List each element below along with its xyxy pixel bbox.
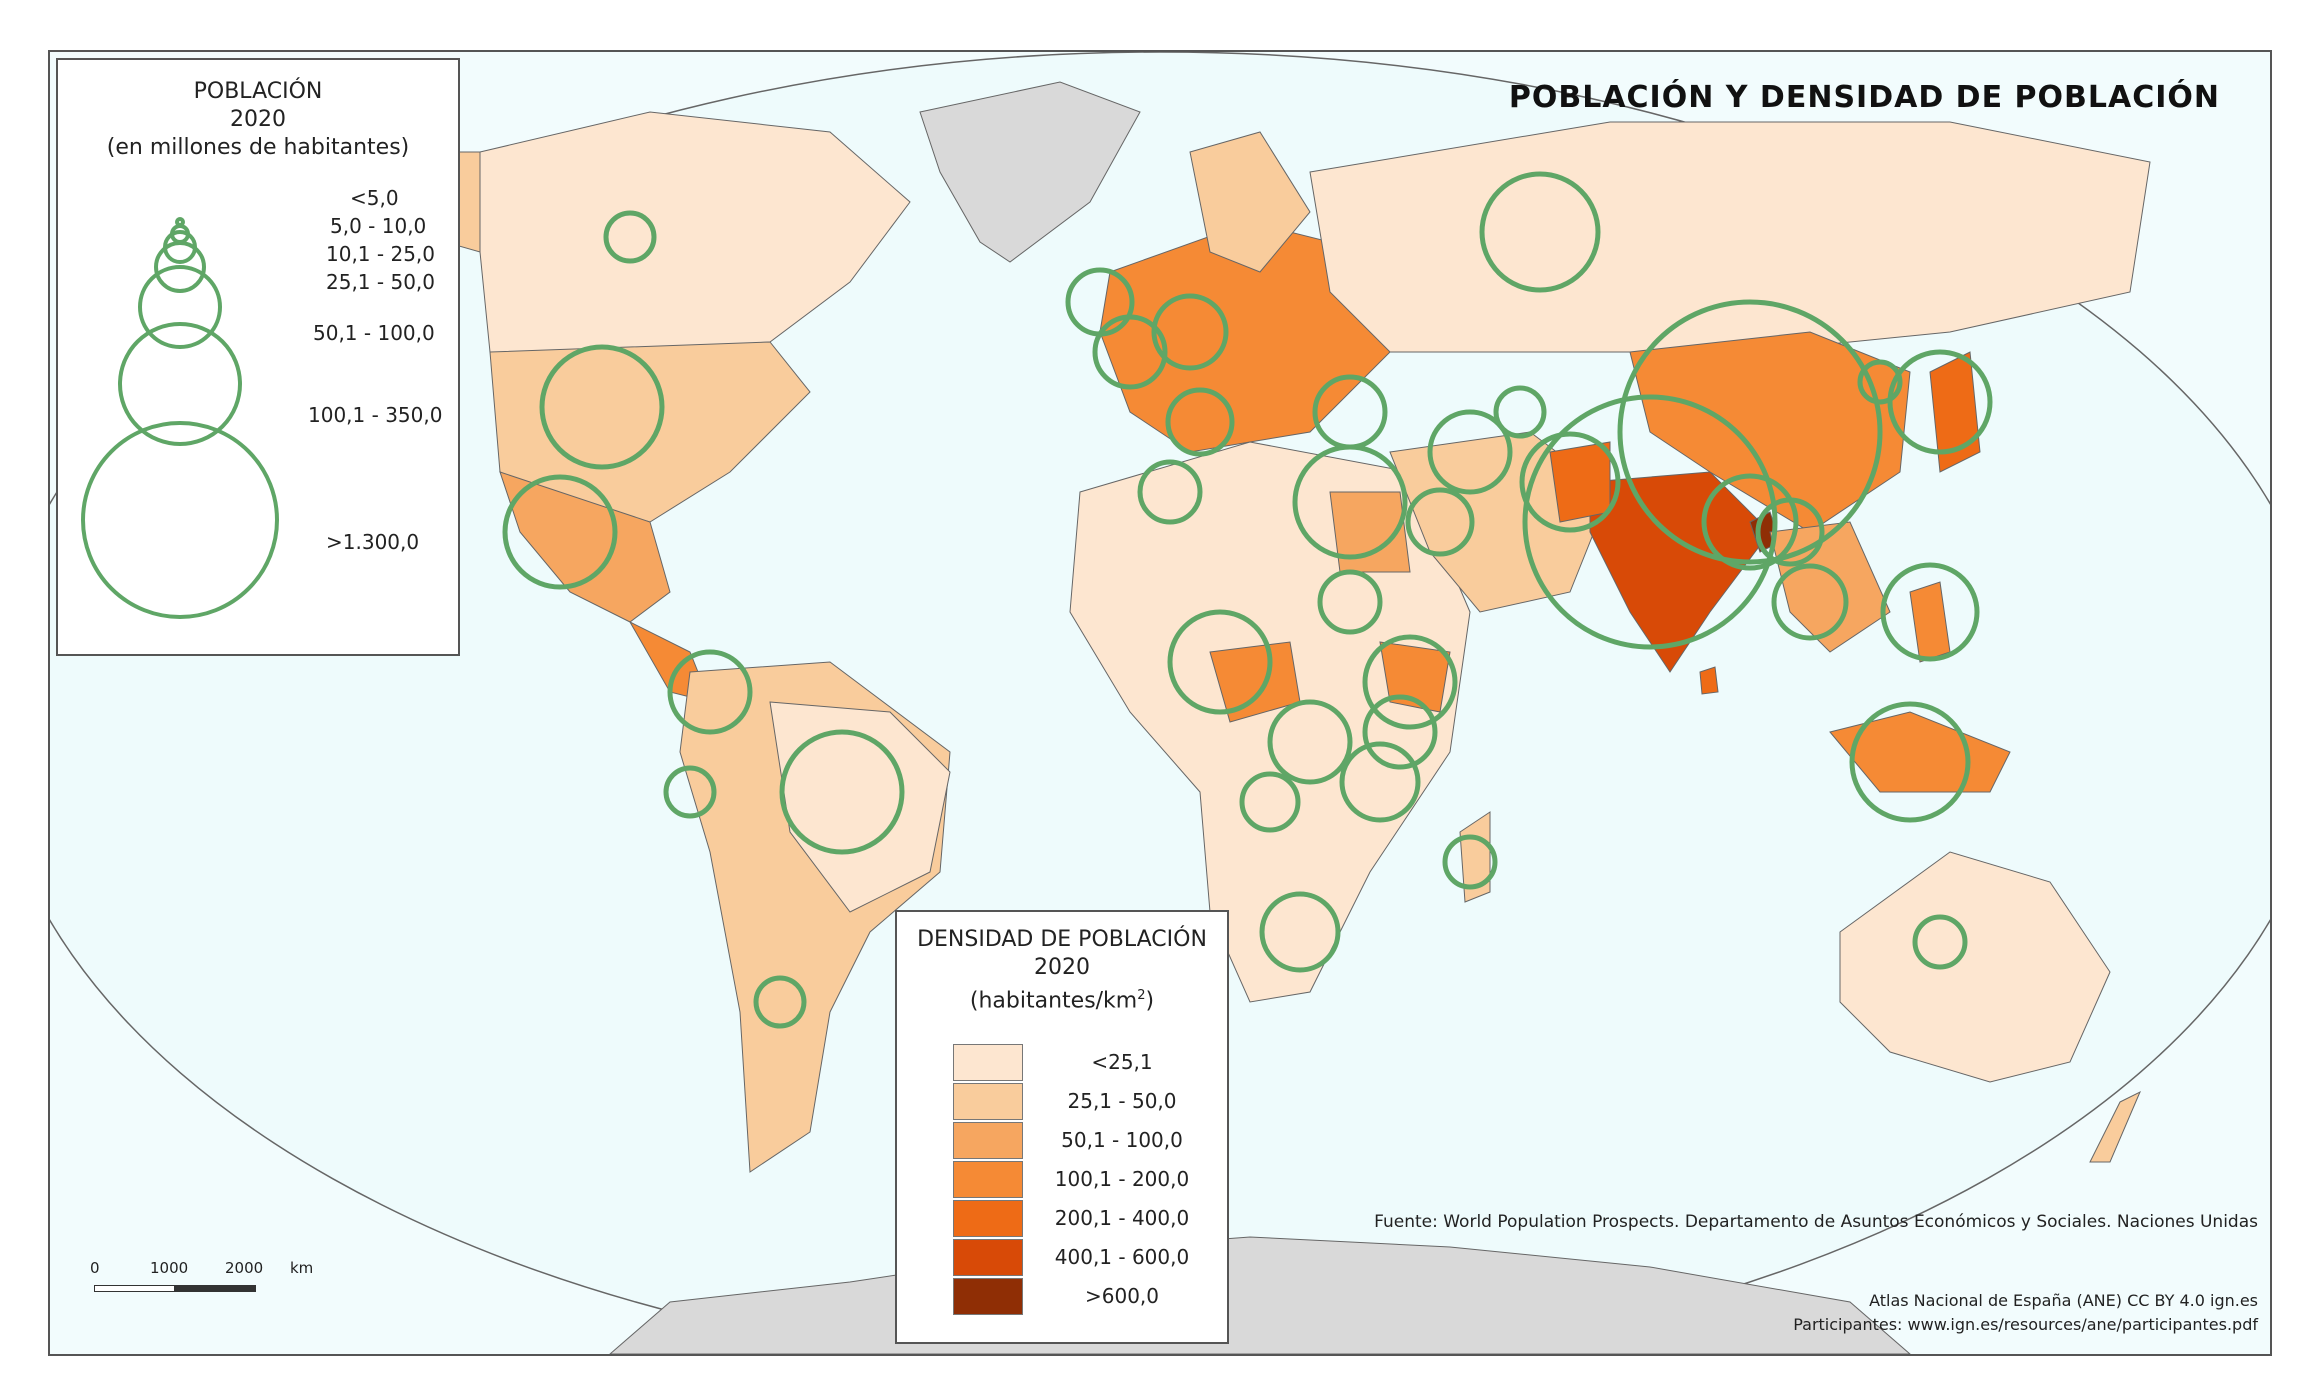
pop-circle-tanzania	[1339, 741, 1421, 823]
ethiopia	[1379, 641, 1451, 713]
pop-circle-usa	[539, 344, 665, 470]
pop-circle-germany	[1151, 293, 1229, 371]
pop-circle-algeria	[1137, 459, 1203, 525]
pop-circle-australia	[1912, 914, 1968, 970]
density-class-label-3: 50,1 - 100,0	[1061, 1128, 1183, 1152]
density-swatch-6	[953, 1239, 1023, 1276]
australia	[1839, 851, 2111, 1083]
pop-circle-kenya	[1362, 694, 1438, 770]
canada	[479, 111, 911, 353]
density-legend-year: 2020	[1034, 955, 1090, 980]
population-legend-year: 2020	[230, 107, 286, 132]
pakistan	[1549, 441, 1611, 523]
scale-label-1000: 1000	[150, 1259, 189, 1277]
density-swatch-2	[953, 1083, 1023, 1120]
scale-bar: 0 1000 2000 km	[80, 1259, 314, 1299]
population-legend-title: POBLACIÓN	[193, 79, 323, 104]
scale-label-2000: 2000	[225, 1259, 264, 1277]
density-swatch-7	[953, 1278, 1023, 1315]
scale-segment-2	[174, 1285, 256, 1292]
density-swatch-4	[953, 1161, 1023, 1198]
legend-circle-6	[118, 322, 242, 446]
pop-circle-argentina	[753, 975, 807, 1029]
density-swatch-1	[953, 1044, 1023, 1081]
legend-circle-7	[81, 421, 279, 619]
population-legend-unit: (en millones de habitantes)	[106, 135, 410, 160]
population-class-2: 5,0 - 10,0	[330, 214, 427, 238]
scale-segment-1	[94, 1285, 176, 1292]
pop-circle-korea	[1857, 359, 1903, 405]
population-class-7: >1.300,0	[326, 530, 420, 554]
density-class-label-5: 200,1 - 400,0	[1054, 1206, 1190, 1230]
pop-circle-brazil	[779, 729, 905, 855]
brazil	[769, 701, 951, 913]
atlas-credit: Atlas Nacional de España (ANE) CC BY 4.0…	[1869, 1291, 2258, 1310]
pop-circle-pakistan	[1519, 431, 1621, 533]
pop-circle-china	[1617, 299, 1883, 565]
population-circles	[502, 171, 1993, 1029]
pop-circle-uzbekistan	[1493, 385, 1547, 439]
population-class-6: 100,1 - 350,0	[308, 403, 443, 427]
scale-label-km: km	[290, 1259, 314, 1277]
map-frame: POBLACIÓN Y DENSIDAD DE POBLACIÓN POBLAC…	[48, 50, 2272, 1356]
legend-circle-4	[154, 241, 206, 293]
scandinavia	[1189, 131, 1311, 273]
density-class-label-4: 100,1 - 200,0	[1054, 1167, 1190, 1191]
egypt	[1329, 491, 1411, 573]
pop-circle-saudi	[1405, 487, 1475, 557]
pop-circle-ethiopia	[1362, 634, 1458, 730]
pop-circle-nigeria	[1167, 609, 1273, 715]
pop-circle-canada	[603, 210, 657, 264]
pop-circle-peru	[663, 765, 717, 819]
scale-label-0: 0	[90, 1259, 100, 1277]
source-note: Fuente: World Population Prospects. Depa…	[1374, 1212, 2258, 1232]
pop-circle-madagascar	[1442, 834, 1498, 890]
sri-lanka	[1699, 666, 1719, 695]
pop-circle-indonesia	[1849, 701, 1971, 823]
china	[1629, 331, 1911, 533]
density-swatch-5	[953, 1200, 1023, 1237]
density-swatch-3	[953, 1122, 1023, 1159]
madagascar	[1459, 811, 1491, 903]
pop-circle-uk	[1065, 267, 1135, 337]
density-legend-title: DENSIDAD DE POBLACIÓN	[917, 927, 1207, 952]
pop-circle-colombia	[667, 649, 753, 735]
population-class-5: 50,1 - 100,0	[313, 321, 435, 345]
pop-circle-sudan	[1317, 569, 1383, 635]
population-class-4: 25,1 - 50,0	[326, 270, 435, 294]
density-class-label-1: <25,1	[1091, 1050, 1153, 1074]
pop-circle-thailand	[1755, 497, 1825, 567]
density-class-label-2: 25,1 - 50,0	[1067, 1089, 1177, 1113]
population-class-3: 10,1 - 25,0	[326, 242, 435, 266]
pop-circle-bangladesh	[1701, 473, 1799, 571]
pop-circle-mexico	[502, 474, 618, 590]
density-legend: DENSIDAD DE POBLACIÓN 2020 (habitantes/k…	[895, 910, 1229, 1344]
population-legend-circles	[81, 217, 279, 619]
pop-circle-turkey	[1312, 374, 1388, 450]
pop-circle-italy	[1165, 387, 1235, 457]
pop-circle-vietnam	[1771, 563, 1849, 641]
density-legend-unit: (habitantes/km2)	[969, 988, 1155, 1014]
population-legend: POBLACIÓN 2020 (en millones de habitante…	[56, 58, 460, 656]
participants-link: Participantes: www.ign.es/resources/ane/…	[1793, 1315, 2258, 1334]
density-class-label-6: 400,1 - 600,0	[1054, 1245, 1190, 1269]
pop-circle-angola	[1239, 771, 1301, 833]
pop-circle-iran	[1427, 409, 1513, 495]
greenland	[919, 81, 1141, 263]
pop-circle-south-africa	[1259, 891, 1341, 973]
pop-circle-congo	[1267, 699, 1353, 785]
pop-circle-philippines	[1880, 562, 1980, 662]
pop-circle-russia	[1479, 171, 1601, 293]
legend-circle-5	[138, 265, 222, 349]
new-zealand	[2089, 1090, 2141, 1163]
density-class-label-7: >600,0	[1084, 1284, 1159, 1308]
pop-circle-india	[1522, 394, 1778, 650]
population-class-1: <5,0	[350, 186, 399, 210]
map-title: POBLACIÓN Y DENSIDAD DE POBLACIÓN	[1508, 80, 2220, 115]
